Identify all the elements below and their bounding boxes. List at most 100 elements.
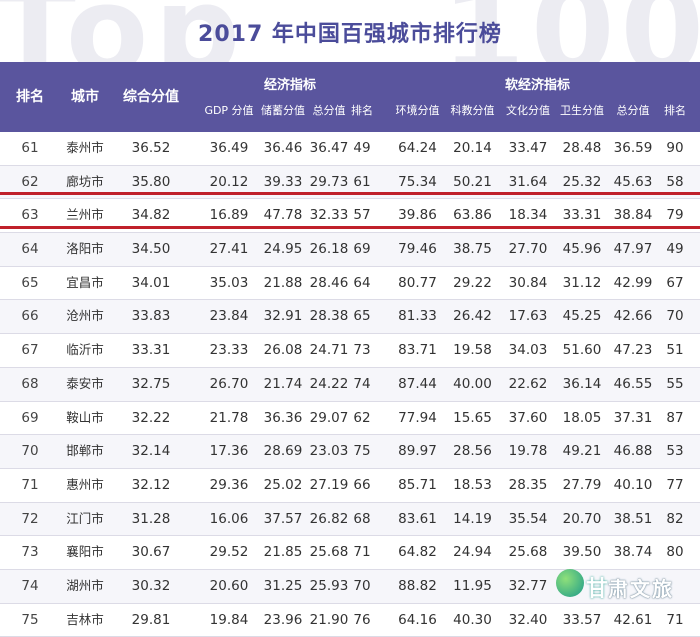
- cell-soft-rank: 87: [658, 402, 692, 434]
- cell-rank: 75: [0, 604, 60, 636]
- cell-science: 63.86: [445, 199, 500, 231]
- cell-soft-total: 40.10: [608, 469, 658, 501]
- cell-gdp: 23.33: [200, 334, 258, 366]
- cell-econ-total: 26.18: [308, 233, 350, 265]
- cell-econ-rank: 76: [348, 604, 376, 636]
- cell-rank: 72: [0, 503, 60, 535]
- cell-health: 25.32: [556, 166, 608, 198]
- cell-composite: 35.80: [110, 166, 192, 198]
- cell-health: 39.50: [556, 536, 608, 568]
- cell-science: 14.19: [445, 503, 500, 535]
- cell-city: 惠州市: [60, 469, 110, 501]
- cell-soft-rank: 82: [658, 503, 692, 535]
- cell-city: 邯郸市: [60, 435, 110, 467]
- cell-gdp: 29.36: [200, 469, 258, 501]
- cell-econ-rank: 71: [348, 536, 376, 568]
- cell-science: 20.14: [445, 132, 500, 164]
- cell-rank: 66: [0, 300, 60, 332]
- cell-soft-total: 38.84: [608, 199, 658, 231]
- cell-savings: 47.78: [258, 199, 308, 231]
- cell-soft-total: 45.63: [608, 166, 658, 198]
- cell-science: 24.94: [445, 536, 500, 568]
- cell-soft-total: 38.74: [608, 536, 658, 568]
- cell-composite: 34.01: [110, 267, 192, 299]
- cell-gdp: 20.12: [200, 166, 258, 198]
- cell-soft-total: 42.66: [608, 300, 658, 332]
- cell-gdp: 27.41: [200, 233, 258, 265]
- header-soft-rank: 排名: [658, 102, 692, 118]
- cell-environment: 83.61: [390, 503, 445, 535]
- cell-savings: 28.69: [258, 435, 308, 467]
- logo-text: 肃文旅: [608, 573, 674, 602]
- cell-soft-rank: 71: [658, 604, 692, 636]
- cell-rank: 67: [0, 334, 60, 366]
- cell-gdp: 35.03: [200, 267, 258, 299]
- cell-econ-rank: 73: [348, 334, 376, 366]
- cell-rank: 63: [0, 199, 60, 231]
- cell-econ-rank: 74: [348, 368, 376, 400]
- cell-city: 吉林市: [60, 604, 110, 636]
- cell-culture: 37.60: [500, 402, 556, 434]
- cell-econ-total: 24.22: [308, 368, 350, 400]
- cell-econ-rank: 70: [348, 570, 376, 602]
- cell-culture: 25.68: [500, 536, 556, 568]
- cell-savings: 25.02: [258, 469, 308, 501]
- cell-soft-total: 46.55: [608, 368, 658, 400]
- cell-rank: 65: [0, 267, 60, 299]
- header-soft-group: 软经济指标: [455, 74, 620, 93]
- cell-culture: 31.64: [500, 166, 556, 198]
- header-science: 科教分值: [445, 102, 500, 118]
- cell-soft-rank: 51: [658, 334, 692, 366]
- cell-health: 20.70: [556, 503, 608, 535]
- cell-econ-rank: 75: [348, 435, 376, 467]
- cell-city: 沧州市: [60, 300, 110, 332]
- cell-culture: 30.84: [500, 267, 556, 299]
- cell-environment: 83.71: [390, 334, 445, 366]
- cell-soft-rank: 67: [658, 267, 692, 299]
- cell-city: 湖州市: [60, 570, 110, 602]
- cell-environment: 88.82: [390, 570, 445, 602]
- cell-rank: 74: [0, 570, 60, 602]
- cell-econ-total: 27.19: [308, 469, 350, 501]
- cell-gdp: 23.84: [200, 300, 258, 332]
- cell-culture: 33.47: [500, 132, 556, 164]
- cell-econ-total: 25.68: [308, 536, 350, 568]
- cell-econ-total: 25.93: [308, 570, 350, 602]
- cell-city: 江门市: [60, 503, 110, 535]
- cell-econ-rank: 66: [348, 469, 376, 501]
- cell-soft-total: 47.97: [608, 233, 658, 265]
- page-title: 2017 年中国百强城市排行榜: [0, 16, 700, 48]
- cell-composite: 34.82: [110, 199, 192, 231]
- cell-econ-rank: 64: [348, 267, 376, 299]
- cell-savings: 36.46: [258, 132, 308, 164]
- cell-soft-rank: 79: [658, 199, 692, 231]
- cell-econ-total: 28.38: [308, 300, 350, 332]
- cell-rank: 64: [0, 233, 60, 265]
- cell-culture: 32.40: [500, 604, 556, 636]
- cell-health: 33.31: [556, 199, 608, 231]
- logo-char: 甘: [586, 571, 608, 603]
- cell-science: 15.65: [445, 402, 500, 434]
- cell-health: 31.12: [556, 267, 608, 299]
- cell-savings: 31.25: [258, 570, 308, 602]
- cell-city: 泰州市: [60, 132, 110, 164]
- cell-rank: 69: [0, 402, 60, 434]
- cell-composite: 32.14: [110, 435, 192, 467]
- cell-city: 廊坊市: [60, 166, 110, 198]
- cell-science: 18.53: [445, 469, 500, 501]
- cell-soft-rank: 80: [658, 536, 692, 568]
- cell-savings: 26.08: [258, 334, 308, 366]
- cell-savings: 21.74: [258, 368, 308, 400]
- cell-savings: 36.36: [258, 402, 308, 434]
- cell-gdp: 16.89: [200, 199, 258, 231]
- cell-econ-total: 21.90: [308, 604, 350, 636]
- cell-health: 28.48: [556, 132, 608, 164]
- cell-science: 19.58: [445, 334, 500, 366]
- cell-soft-rank: 77: [658, 469, 692, 501]
